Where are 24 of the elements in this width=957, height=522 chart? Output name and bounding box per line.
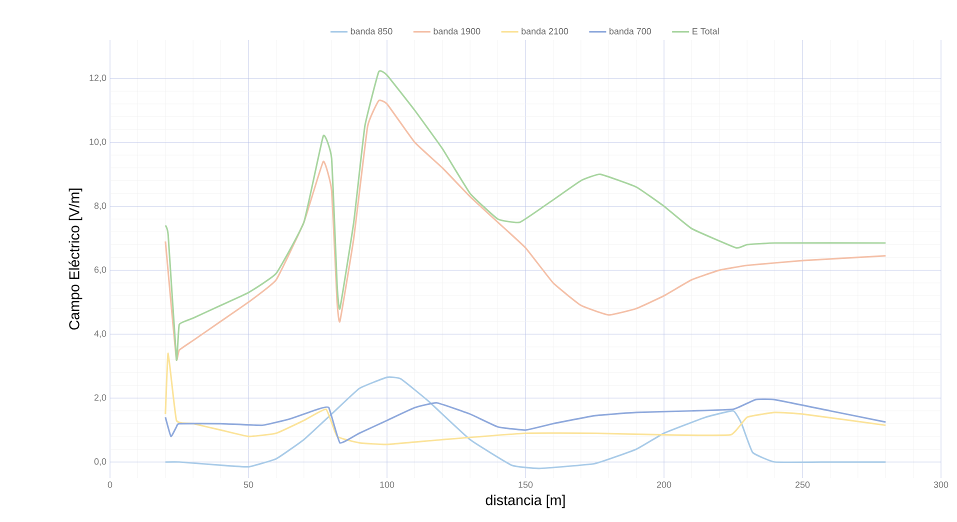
y-tick-label: 0,0 (94, 458, 106, 466)
legend-label: banda 700 (610, 28, 652, 34)
y-axis-title: Campo Eléctrico [V/m] (68, 188, 82, 330)
x-tick-label: 50 (244, 482, 254, 488)
x-tick-label: 200 (656, 482, 672, 488)
line-series (164, 398, 886, 444)
x-tick-label: 100 (380, 482, 394, 488)
legend-label: banda 850 (350, 28, 392, 34)
y-tick-label: 6,0 (94, 266, 106, 274)
y-tick-label: 12,0 (90, 74, 106, 82)
line-series (164, 376, 886, 470)
x-tick-label: 0 (108, 482, 112, 488)
y-tick-label: 8,0 (94, 202, 106, 210)
y-tick-label: 4,0 (94, 330, 106, 338)
line-series (164, 352, 886, 446)
x-tick-label: 150 (518, 482, 533, 488)
y-tick-label: 10,0 (90, 138, 106, 146)
x-tick-label: 300 (934, 482, 948, 488)
x-axis-title: distancia [m] (486, 494, 565, 508)
legend-label: banda 2100 (522, 28, 568, 34)
legend-label: banda 1900 (434, 28, 480, 34)
y-tick-label: 2,0 (94, 394, 106, 402)
legend-label: E Total (692, 28, 719, 34)
x-tick-label: 250 (795, 482, 810, 488)
